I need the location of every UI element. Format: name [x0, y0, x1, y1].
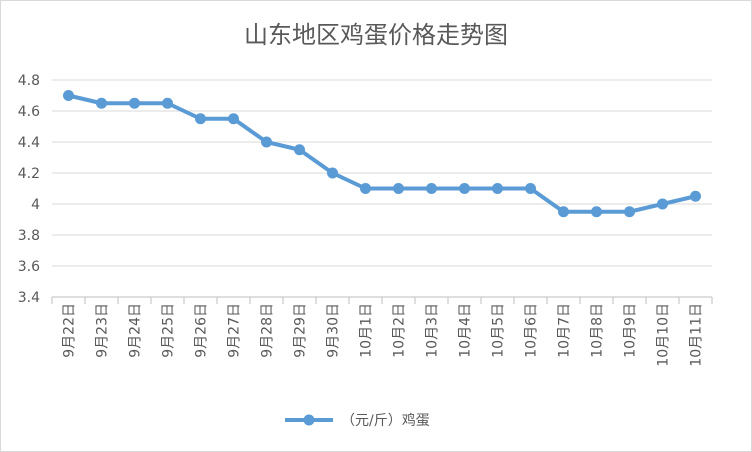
series-layer	[63, 90, 701, 218]
data-point	[459, 183, 470, 194]
data-point	[96, 97, 107, 109]
x-tick-label: 10月11日	[689, 303, 705, 367]
x-tick-label: 10月7日	[557, 303, 573, 358]
x-tick-label: 9月23日	[95, 303, 111, 358]
x-tick-label: 9月30日	[326, 303, 342, 358]
y-tick-label: 4.2	[18, 166, 40, 182]
data-point	[360, 183, 371, 194]
x-tick-label: 10月3日	[425, 303, 441, 358]
y-tick-label: 3.4	[18, 290, 40, 306]
data-point	[426, 183, 437, 194]
data-point	[327, 167, 338, 179]
data-point	[393, 183, 404, 194]
data-point	[624, 206, 635, 218]
x-tick-label: 9月24日	[128, 303, 144, 358]
data-point	[690, 190, 701, 202]
y-axis-ticks: 3.4 3.6 3.8 4 4.2 4.4 4.6 4.8	[18, 73, 40, 306]
x-tick-label: 10月9日	[623, 303, 639, 358]
chart-title: 山东地区鸡蛋价格走势图	[244, 21, 508, 49]
data-point	[294, 144, 305, 156]
data-point	[162, 97, 173, 109]
x-tick-label: 10月6日	[524, 303, 540, 358]
y-tick-label: 4.6	[18, 104, 40, 120]
x-tick-label: 9月29日	[293, 303, 309, 358]
y-tick-label: 3.6	[18, 259, 40, 275]
x-tick-label: 10月1日	[359, 303, 375, 358]
data-point	[129, 97, 140, 109]
gridlines	[52, 79, 712, 267]
data-point	[558, 206, 569, 218]
y-tick-label: 4.4	[18, 135, 40, 151]
legend-label: （元/斤）鸡蛋	[341, 412, 430, 429]
x-tick-label: 10月8日	[590, 303, 606, 358]
x-axis: 9月22日 9月23日 9月24日 9月25日 9月26日 9月27日 9月28日 9月29日…	[51, 296, 713, 367]
legend: （元/斤）鸡蛋	[285, 412, 430, 429]
data-point	[63, 90, 74, 101]
y-tick-label: 3.8	[18, 228, 40, 244]
x-tick-label: 10月10日	[656, 303, 672, 367]
x-tick-label: 10月5日	[491, 303, 507, 358]
y-tick-label: 4	[31, 197, 40, 213]
x-tick-label: 10月2日	[392, 303, 408, 358]
data-point	[195, 113, 206, 125]
legend-marker-swatch	[303, 414, 315, 426]
data-point	[228, 113, 239, 125]
x-tick-label: 9月27日	[227, 303, 243, 358]
data-point	[261, 136, 272, 148]
x-tick-label: 9月28日	[260, 303, 276, 358]
x-tick-label: 9月22日	[62, 303, 78, 358]
x-tick-label: 9月26日	[194, 303, 210, 358]
y-tick-label: 4.8	[18, 73, 40, 89]
x-tick-label: 9月25日	[161, 303, 177, 358]
data-point	[492, 183, 503, 194]
data-point	[591, 206, 602, 218]
series-line	[66, 93, 698, 214]
data-point	[525, 183, 536, 194]
x-tick-label: 10月4日	[458, 303, 474, 358]
data-point	[657, 198, 668, 210]
